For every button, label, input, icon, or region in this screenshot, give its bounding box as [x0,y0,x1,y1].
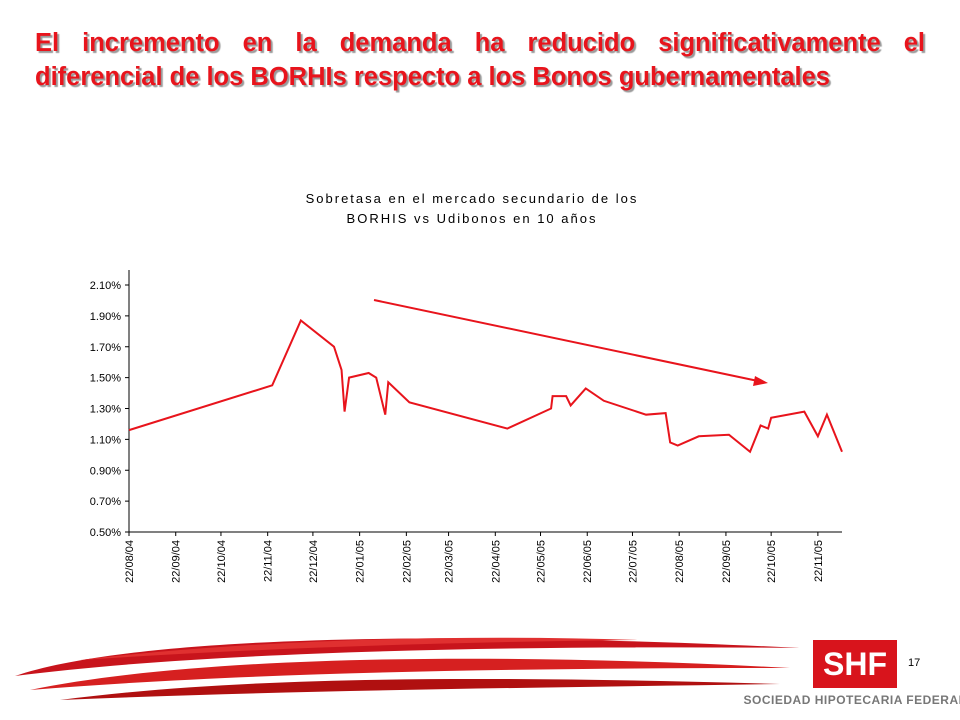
x-tick-label: 22/04/05 [490,540,502,583]
x-tick-label: 22/11/04 [263,540,275,582]
logo: SHF [823,646,887,682]
series-line [128,318,843,454]
headline: El incremento en la demanda ha reducido … [35,29,925,91]
x-tick-label: 22/01/05 [355,540,367,583]
x-tick-label: 22/06/05 [582,540,594,583]
x-tick-label: 22/11/05 [813,540,825,582]
chart-title: Sobretasa en el mercado secundario de lo… [306,191,639,206]
x-tick-label: 22/10/04 [216,540,228,583]
x-tick-label: 22/08/05 [674,540,686,583]
y-tick-label: 2.10% [90,280,121,292]
x-tick-label: 22/08/04 [124,540,136,583]
y-tick-label: 1.50% [90,373,121,385]
y-tick-label: 0.70% [90,496,121,508]
trend-arrow [373,299,768,386]
swoosh [15,637,800,700]
y-tick-label: 0.90% [90,465,121,477]
x-tick-label: 22/03/05 [444,540,456,583]
x-tick-label: 22/07/05 [627,540,639,583]
logo-box [813,640,897,688]
x-tick-label: 22/09/05 [721,540,733,583]
x-tick-label: 22/02/05 [401,540,413,583]
x-tick-label: 22/05/05 [536,540,548,583]
y-tick-label: 1.70% [90,342,121,354]
y-tick-label: 1.10% [90,434,121,446]
x-tick-label: 22/12/04 [308,540,320,583]
y-tick-label: 0.50% [90,527,121,539]
page-number: 17 [908,657,920,669]
chart-title: BORHIS vs Udibonos en 10 años [347,211,598,226]
x-tick-label: 22/10/05 [766,540,778,583]
y-tick-label: 1.90% [90,311,121,323]
x-tick-label: 22/09/04 [171,540,183,583]
y-tick-label: 1.30% [90,404,121,416]
organization: SOCIEDAD HIPOTECARIA FEDERAL [744,693,960,707]
